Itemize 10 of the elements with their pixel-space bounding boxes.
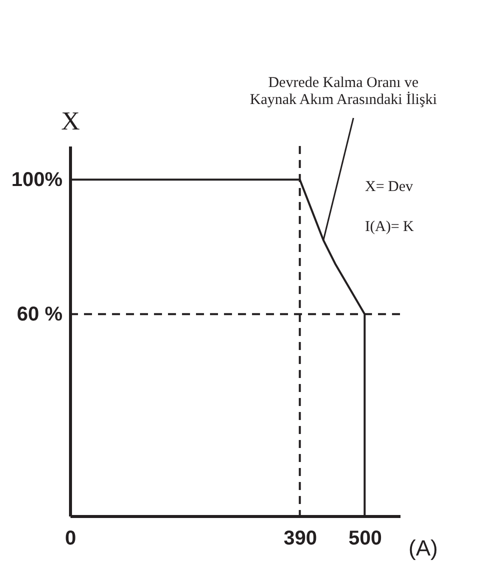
x-tick-label: 390 bbox=[284, 528, 318, 550]
annotation: Devrede Kalma Oranı ve Kaynak Akım Arasındaki İlişki bbox=[250, 75, 437, 108]
x-axis-title: (A) bbox=[408, 536, 438, 560]
x-tick-label: 0 bbox=[64, 528, 76, 550]
y-tick-label: 100% bbox=[11, 169, 63, 192]
y-axis-title: X bbox=[61, 106, 80, 136]
x-tick-label: 500 bbox=[348, 528, 382, 550]
annotation: I(A)= K bbox=[365, 219, 414, 235]
annotation: X= Dev bbox=[365, 179, 414, 195]
y-tick-label: 60 % bbox=[16, 304, 63, 326]
